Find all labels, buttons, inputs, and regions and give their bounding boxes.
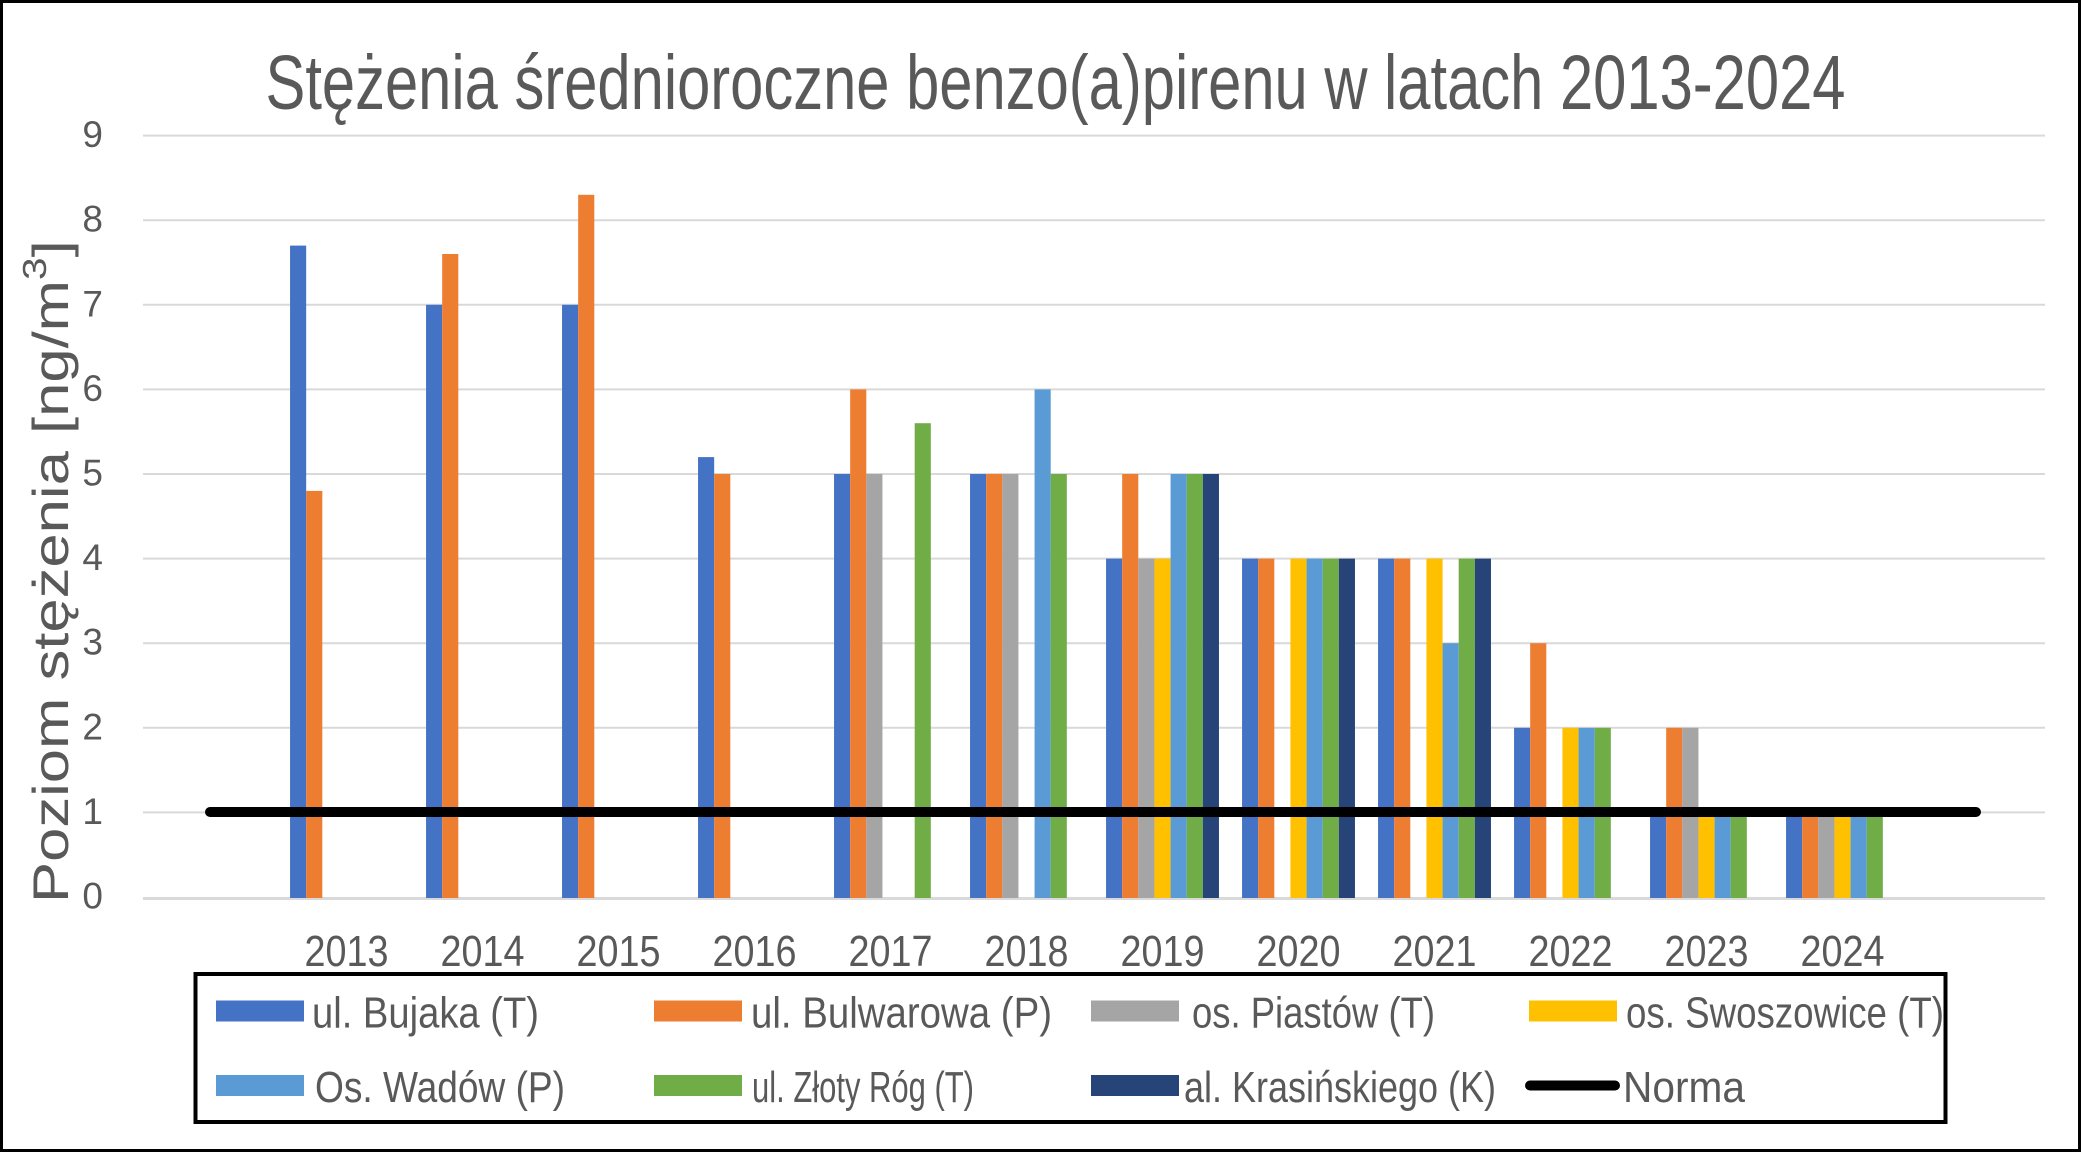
- svg-text:2: 2: [82, 706, 103, 747]
- svg-text:2024: 2024: [1801, 927, 1885, 976]
- svg-text:Os. Wadów (P): Os. Wadów (P): [315, 1063, 565, 1112]
- svg-text:os. Piastów (T): os. Piastów (T): [1192, 989, 1435, 1038]
- svg-text:8: 8: [82, 199, 103, 240]
- svg-text:3: 3: [16, 257, 53, 280]
- svg-text:1: 1: [82, 791, 103, 832]
- svg-text:2020: 2020: [1257, 927, 1341, 976]
- svg-text:3: 3: [82, 622, 103, 663]
- svg-text:ul. Złoty Róg (T): ul. Złoty Róg (T): [752, 1063, 974, 1112]
- svg-text:2022: 2022: [1529, 927, 1613, 976]
- svg-text:2017: 2017: [849, 927, 933, 976]
- svg-text:2023: 2023: [1665, 927, 1749, 976]
- svg-text:ul. Bujaka (T): ul. Bujaka (T): [312, 989, 539, 1038]
- svg-text:9: 9: [82, 114, 103, 155]
- svg-text:ul. Bulwarowa (P): ul. Bulwarowa (P): [751, 989, 1052, 1038]
- svg-text:Stężenia średnioroczne benzo(a: Stężenia średnioroczne benzo(a)pirenu w …: [266, 40, 1846, 126]
- svg-text:2018: 2018: [985, 927, 1069, 976]
- svg-text:2015: 2015: [577, 927, 661, 976]
- svg-text:2013: 2013: [305, 927, 389, 976]
- svg-text:al. Krasińskiego (K): al. Krasińskiego (K): [1184, 1063, 1496, 1112]
- svg-text:2014: 2014: [441, 927, 525, 976]
- svg-text:7: 7: [82, 283, 103, 324]
- svg-text:Poziom stężenia [ng/m: Poziom stężenia [ng/m: [23, 280, 79, 903]
- svg-text:6: 6: [82, 368, 103, 409]
- svg-text:]: ]: [23, 240, 79, 257]
- svg-text:0: 0: [82, 876, 103, 917]
- svg-text:5: 5: [82, 453, 103, 494]
- svg-text:4: 4: [82, 537, 103, 578]
- svg-text:os. Swoszowice (T): os. Swoszowice (T): [1626, 989, 1944, 1038]
- svg-text:2019: 2019: [1121, 927, 1205, 976]
- svg-text:Norma: Norma: [1623, 1063, 1745, 1112]
- svg-text:2021: 2021: [1393, 927, 1477, 976]
- svg-text:2016: 2016: [713, 927, 797, 976]
